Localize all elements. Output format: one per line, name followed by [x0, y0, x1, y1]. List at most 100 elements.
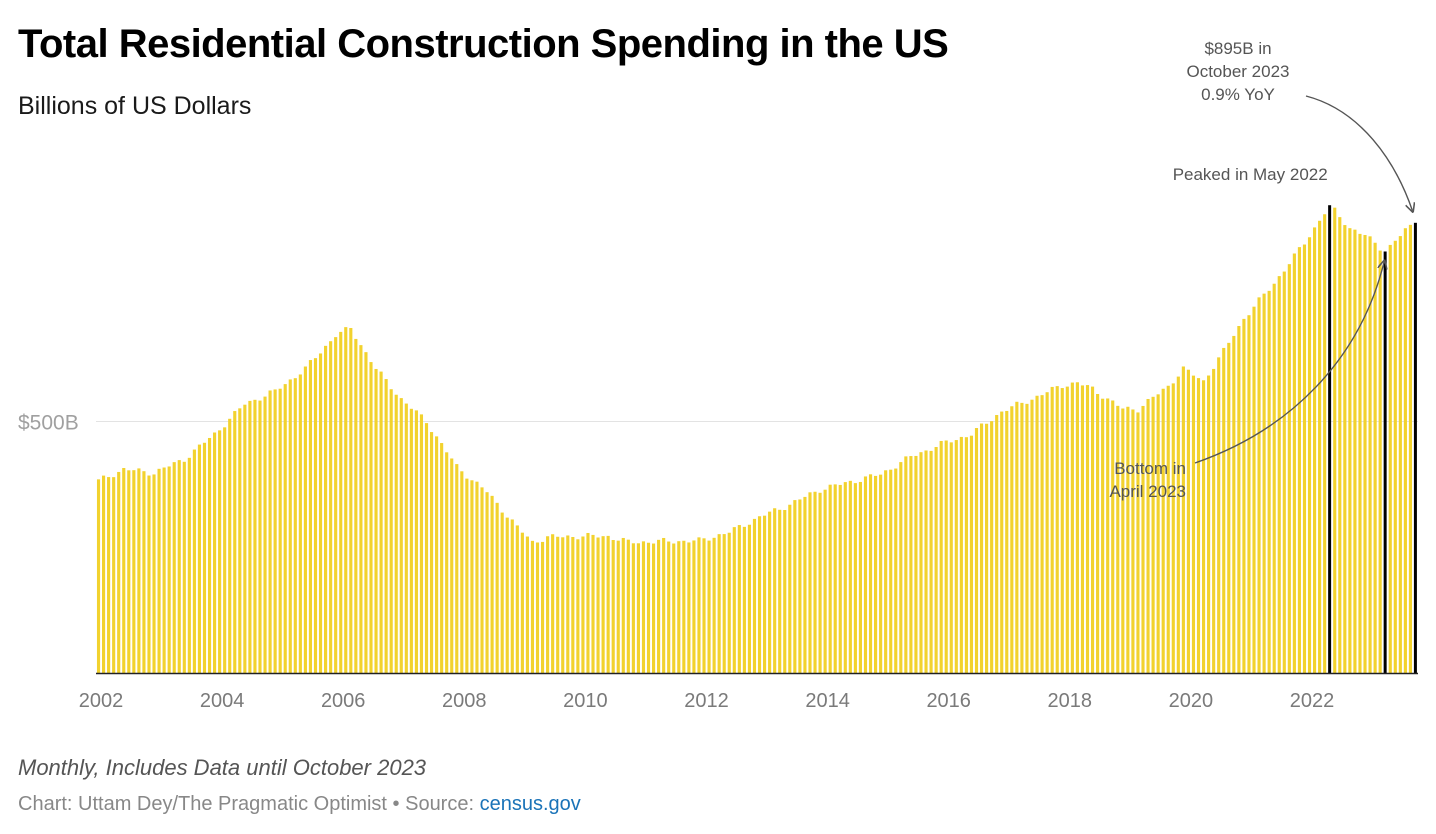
bar [667, 541, 671, 673]
bar [631, 543, 635, 673]
bar [1201, 380, 1206, 673]
bar [96, 479, 101, 673]
highlight-bar [1383, 251, 1387, 674]
bar [213, 432, 217, 673]
bar [172, 462, 176, 673]
bar [853, 483, 857, 673]
bar [1131, 409, 1135, 673]
bar [142, 471, 146, 673]
bar [868, 474, 873, 673]
bar [722, 534, 726, 673]
bar [581, 536, 585, 673]
bar [369, 362, 373, 673]
bar [1055, 386, 1059, 673]
bar [914, 455, 918, 673]
bar-chart: 2002 2004 2006 2008 2010 2012 2014 2016 2018 2020… [18, 39, 1418, 712]
bar [540, 541, 545, 673]
bar [1242, 318, 1246, 673]
bar [313, 358, 318, 673]
bar [167, 466, 171, 673]
footnote: Monthly, Includes Data until October 202… [18, 755, 427, 780]
bar [969, 435, 974, 673]
bar [1267, 290, 1271, 673]
bar [228, 418, 232, 673]
annotation-bottom: Bottom in [1114, 459, 1186, 478]
bar [495, 502, 499, 673]
bar [551, 534, 555, 673]
bar [1222, 347, 1226, 673]
bar [1035, 395, 1039, 673]
bar [515, 525, 519, 673]
bar [334, 337, 338, 673]
annotation-latest: 0.9% YoY [1201, 85, 1275, 104]
bar [379, 371, 383, 673]
bar [778, 509, 782, 673]
bar [919, 452, 923, 673]
annotations: Peaked in May 2022 Bottom in April 2023 $89… [1109, 39, 1412, 501]
bar [399, 398, 403, 673]
bar [874, 475, 878, 673]
bar [1020, 402, 1024, 673]
bar [339, 331, 343, 673]
source-link[interactable]: census.gov [479, 793, 581, 815]
x-tick-label: 2018 [1048, 690, 1093, 712]
bar [1292, 253, 1296, 673]
x-tick-label: 2004 [200, 690, 245, 712]
bar [445, 452, 449, 673]
bar [117, 471, 121, 673]
bar [218, 430, 222, 673]
bar [566, 535, 570, 673]
bar [828, 484, 832, 673]
bar [1393, 240, 1397, 673]
bar [636, 543, 640, 673]
bar [687, 542, 691, 673]
bar [1101, 398, 1105, 673]
bar [929, 450, 933, 673]
annotation-peak: Peaked in May 2022 [1173, 165, 1328, 184]
bar [1080, 385, 1085, 673]
bar [1388, 244, 1392, 673]
bar [1090, 386, 1095, 673]
bar [662, 537, 666, 673]
bar [833, 484, 837, 673]
bar [641, 541, 646, 673]
bar [510, 519, 514, 673]
bar [1050, 386, 1054, 673]
bar [470, 480, 474, 673]
credit-text: Chart: Uttam Dey/The Pragmatic Optimist … [18, 793, 480, 815]
bar [192, 449, 196, 673]
highlight-bar [1413, 222, 1417, 673]
annotation-arrow [1305, 95, 1412, 211]
bar [702, 538, 706, 673]
bar [424, 423, 429, 673]
annotation-latest: October 2023 [1186, 62, 1289, 81]
bar [1191, 375, 1196, 673]
bar [884, 470, 888, 673]
bar [1141, 405, 1145, 673]
bar [207, 437, 212, 673]
bar [107, 477, 111, 673]
bar [843, 482, 847, 673]
highlight-bar [1328, 205, 1332, 673]
bar [737, 525, 741, 673]
bar [1126, 406, 1130, 673]
bar [596, 537, 600, 673]
bar [1252, 306, 1256, 673]
bar [798, 499, 802, 673]
bar [576, 539, 580, 673]
bars [96, 205, 1417, 674]
bar [404, 403, 408, 673]
bar [586, 532, 590, 673]
bar [435, 436, 439, 673]
bar [500, 512, 504, 673]
bar [1045, 392, 1049, 673]
bar [556, 536, 560, 673]
x-axis: 2002 2004 2006 2008 2010 2012 2014 2016 2018 2020… [79, 672, 1418, 712]
bar [364, 352, 368, 673]
bar [626, 539, 630, 673]
bar [414, 410, 418, 673]
bar [1161, 388, 1165, 673]
bar [344, 327, 348, 673]
bar [243, 404, 247, 673]
bar [571, 537, 575, 673]
